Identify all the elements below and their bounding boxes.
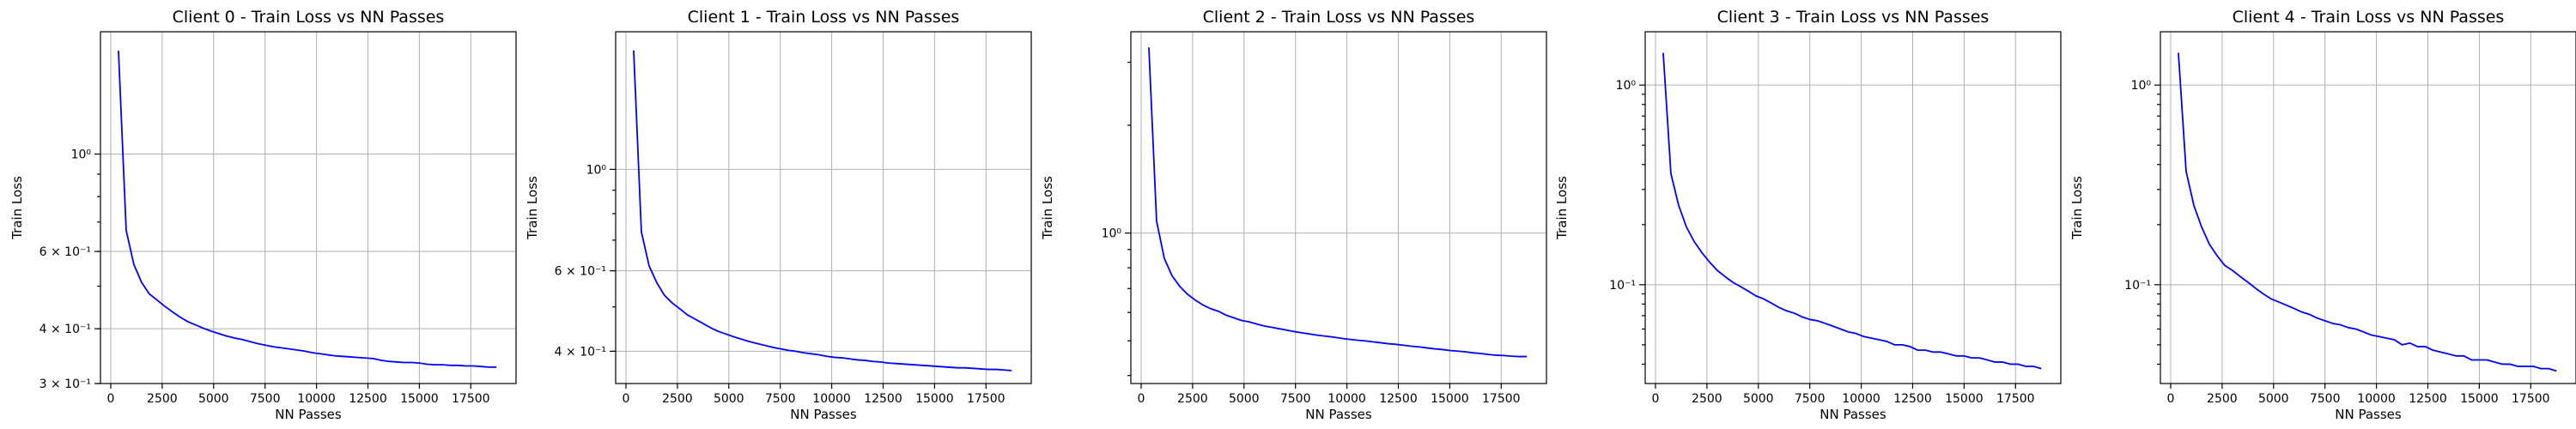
x-tick-label: 5000 (1743, 392, 1774, 406)
x-tick-label: 5000 (714, 392, 744, 406)
x-tick-label: 10000 (1327, 392, 1366, 406)
subplot-client-4: 0 2500 5000 7500 10000 12500 15000 17500 10⁻¹ 10⁰… (2069, 8, 2576, 422)
chart-title: Client 1 - Train Loss vs NN Passes (688, 8, 960, 27)
x-tick-label: 12500 (1379, 392, 1418, 406)
y-tick-label: 4 × 10⁻¹ (555, 345, 606, 359)
chart-title: Client 2 - Train Loss vs NN Passes (1203, 8, 1475, 27)
x-tick-label: 0 (1138, 392, 1145, 406)
x-tick-label: 17500 (967, 392, 1005, 406)
subplot-client-0: 0 2500 5000 7500 10000 12500 15000 17500 3 × 10⁻… (9, 8, 517, 422)
y-tick-label: 10⁰ (1616, 79, 1637, 93)
x-tick-label: 0 (623, 392, 630, 406)
x-tick-label: 10000 (297, 392, 336, 406)
y-tick-label: 3 × 10⁻¹ (39, 378, 91, 391)
train-loss-line (118, 51, 497, 368)
y-tick-label: 10⁻¹ (1609, 279, 1636, 293)
x-tick-label: 12500 (2409, 392, 2447, 406)
axes-frame (1644, 31, 2062, 384)
x-tick-label: 7500 (250, 392, 281, 406)
chart-title: Client 3 - Train Loss vs NN Passes (1717, 8, 1990, 27)
y-axis-label: Train Loss (525, 176, 540, 240)
axes-frame (615, 31, 1032, 384)
y-tick-label: 10⁰ (2131, 79, 2152, 93)
x-tick-label: 2500 (1692, 392, 1722, 406)
x-tick-label: 5000 (2258, 392, 2289, 406)
y-tick-label: 10⁰ (71, 148, 92, 162)
y-tick-label: 4 × 10⁻¹ (39, 323, 91, 336)
x-tick-label: 2500 (1177, 392, 1208, 406)
x-tick-label: 15000 (1945, 392, 1984, 406)
x-tick-label: 0 (1652, 392, 1660, 406)
x-tick-label: 2500 (662, 392, 693, 406)
x-tick-label: 12500 (349, 392, 387, 406)
y-axis-label: Train Loss (9, 176, 25, 240)
x-tick-label: 10000 (2357, 392, 2396, 406)
subplot-client-2: 0 2500 5000 7500 10000 12500 15000 17500 10⁰ Clie… (1040, 8, 1547, 422)
x-tick-label: 7500 (1280, 392, 1311, 406)
x-tick-label: 15000 (1431, 392, 1469, 406)
x-tick-label: 15000 (915, 392, 954, 406)
x-tick-label: 7500 (765, 392, 796, 406)
x-tick-label: 17500 (1996, 392, 2035, 406)
y-tick-label: 6 × 10⁻¹ (555, 265, 606, 279)
train-loss-line (1662, 52, 2042, 370)
train-loss-line (1148, 47, 1528, 358)
x-tick-label: 0 (2167, 392, 2175, 406)
y-axis-label: Train Loss (1554, 176, 1570, 240)
x-axis-label: NN Passes (1305, 407, 1372, 422)
x-tick-label: 17500 (452, 392, 490, 406)
x-tick-label: 2500 (2207, 392, 2238, 406)
y-tick-label: 10⁰ (1102, 227, 1122, 241)
x-tick-label: 10000 (812, 392, 851, 406)
x-tick-label: 7500 (1795, 392, 1826, 406)
y-tick-label: 10⁰ (586, 163, 607, 177)
y-axis-label: Train Loss (2069, 176, 2085, 240)
x-axis-label: NN Passes (1820, 407, 1886, 422)
chart-title: Client 4 - Train Loss vs NN Passes (2233, 8, 2505, 27)
x-tick-label: 10000 (1842, 392, 1880, 406)
subplot-client-3: 0 2500 5000 7500 10000 12500 15000 17500 10⁻¹ 10⁰… (1554, 8, 2062, 422)
y-axis-label: Train Loss (1040, 176, 1055, 240)
x-tick-label: 12500 (864, 392, 902, 406)
subplot-client-1: 0 2500 5000 7500 10000 12500 15000 17500 4 × 10⁻… (525, 8, 1032, 422)
x-axis-label: NN Passes (275, 407, 342, 422)
train-loss-line (2178, 52, 2557, 372)
y-tick-label: 6 × 10⁻¹ (39, 245, 91, 259)
y-tick-label: 10⁻¹ (2124, 279, 2151, 293)
axes-frame (100, 31, 517, 384)
x-tick-label: 7500 (2310, 392, 2341, 406)
axes-frame (2160, 31, 2576, 384)
x-tick-label: 5000 (198, 392, 229, 406)
x-axis-label: NN Passes (2335, 407, 2402, 422)
x-axis-label: NN Passes (790, 407, 857, 422)
x-tick-label: 15000 (2460, 392, 2499, 406)
chart-title: Client 0 - Train Loss vs NN Passes (173, 8, 445, 27)
x-tick-label: 17500 (2512, 392, 2550, 406)
x-tick-label: 5000 (1229, 392, 1260, 406)
x-tick-label: 12500 (1893, 392, 1932, 406)
subplots: 0 2500 5000 7500 10000 12500 15000 17500 3 × 10⁻… (9, 8, 2576, 422)
x-tick-label: 17500 (1482, 392, 1521, 406)
x-tick-label: 15000 (400, 392, 439, 406)
x-tick-label: 2500 (147, 392, 178, 406)
train-loss-line (633, 50, 1012, 372)
x-tick-label: 0 (107, 392, 115, 406)
axes-frame (1130, 31, 1547, 384)
